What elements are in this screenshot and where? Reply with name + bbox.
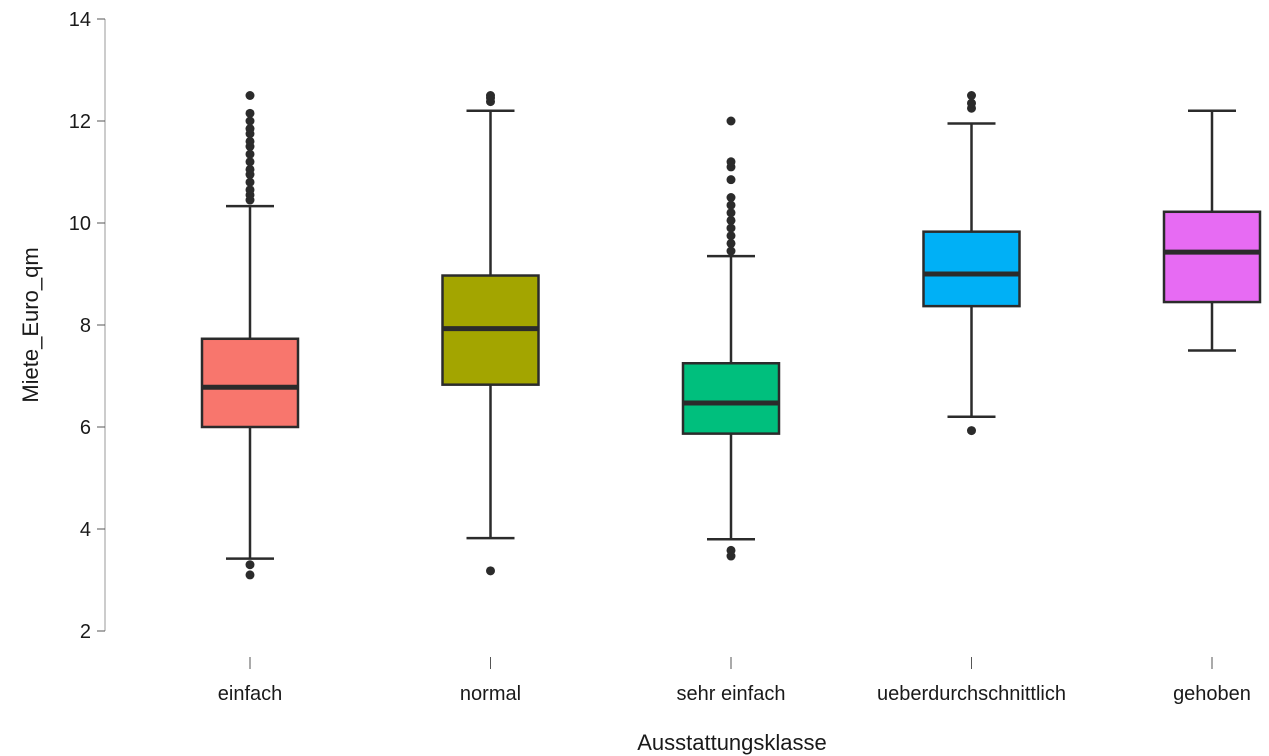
- outlier-point: [967, 98, 976, 108]
- outlier-point: [245, 164, 255, 174]
- box-iqr: [681, 362, 781, 435]
- outlier-point: [245, 136, 255, 146]
- x-tick-label: einfach: [218, 683, 283, 705]
- y-tick-label: 6: [80, 417, 91, 439]
- box-group: [922, 91, 1021, 436]
- outlier-point: [245, 570, 255, 580]
- y-tick-label: 8: [80, 315, 91, 337]
- box-group: [1162, 109, 1262, 352]
- y-axis-title: Miete_Euro_qm: [18, 247, 43, 402]
- outlier-point: [486, 566, 495, 576]
- y-tick-label: 14: [69, 9, 91, 31]
- outlier-point: [726, 551, 736, 561]
- box-iqr: [922, 230, 1021, 308]
- outlier-point: [245, 149, 255, 159]
- outlier-point: [726, 223, 736, 233]
- box-iqr: [1162, 210, 1262, 304]
- y-tick-label: 4: [80, 519, 91, 541]
- box-group: [441, 91, 540, 576]
- x-tick-label: gehoben: [1173, 683, 1251, 705]
- outlier-point: [245, 91, 255, 100]
- outlier-point: [726, 193, 736, 202]
- box-iqr: [200, 337, 300, 429]
- outlier-point: [726, 238, 736, 248]
- outlier-point: [726, 116, 736, 126]
- outlier-point: [486, 91, 495, 100]
- outlier-point: [245, 185, 255, 195]
- outlier-point: [245, 124, 255, 134]
- outlier-point: [245, 116, 255, 126]
- outlier-point: [726, 157, 736, 167]
- outlier-point: [726, 175, 736, 185]
- outlier-point: [967, 91, 976, 100]
- box-group: [681, 116, 781, 561]
- outlier-point: [726, 200, 736, 210]
- outlier-point: [726, 246, 736, 256]
- y-axis: 2 4 6 8 10 12 14: [69, 9, 106, 643]
- x-tick-label: sehr einfach: [677, 683, 786, 705]
- outlier-point: [245, 177, 255, 187]
- box-group: [200, 91, 300, 580]
- outlier-point: [967, 426, 976, 436]
- x-axis-title: Ausstattungsklasse: [637, 730, 827, 755]
- outlier-point: [245, 560, 255, 570]
- x-tick-label: normal: [460, 683, 521, 705]
- x-tick-label: ueberdurchschnittlich: [877, 683, 1066, 705]
- outlier-point: [726, 231, 736, 241]
- y-tick-label: 2: [80, 621, 91, 643]
- y-tick-label: 10: [69, 213, 91, 235]
- outlier-point: [726, 215, 736, 225]
- y-tick-label: 12: [69, 111, 91, 133]
- outlier-point: [726, 208, 736, 218]
- x-axis: einfach normal sehr einfach ueberdurchschni…: [218, 657, 1251, 705]
- outlier-point: [245, 108, 255, 118]
- outlier-point: [245, 157, 255, 167]
- boxes-layer: [200, 91, 1262, 580]
